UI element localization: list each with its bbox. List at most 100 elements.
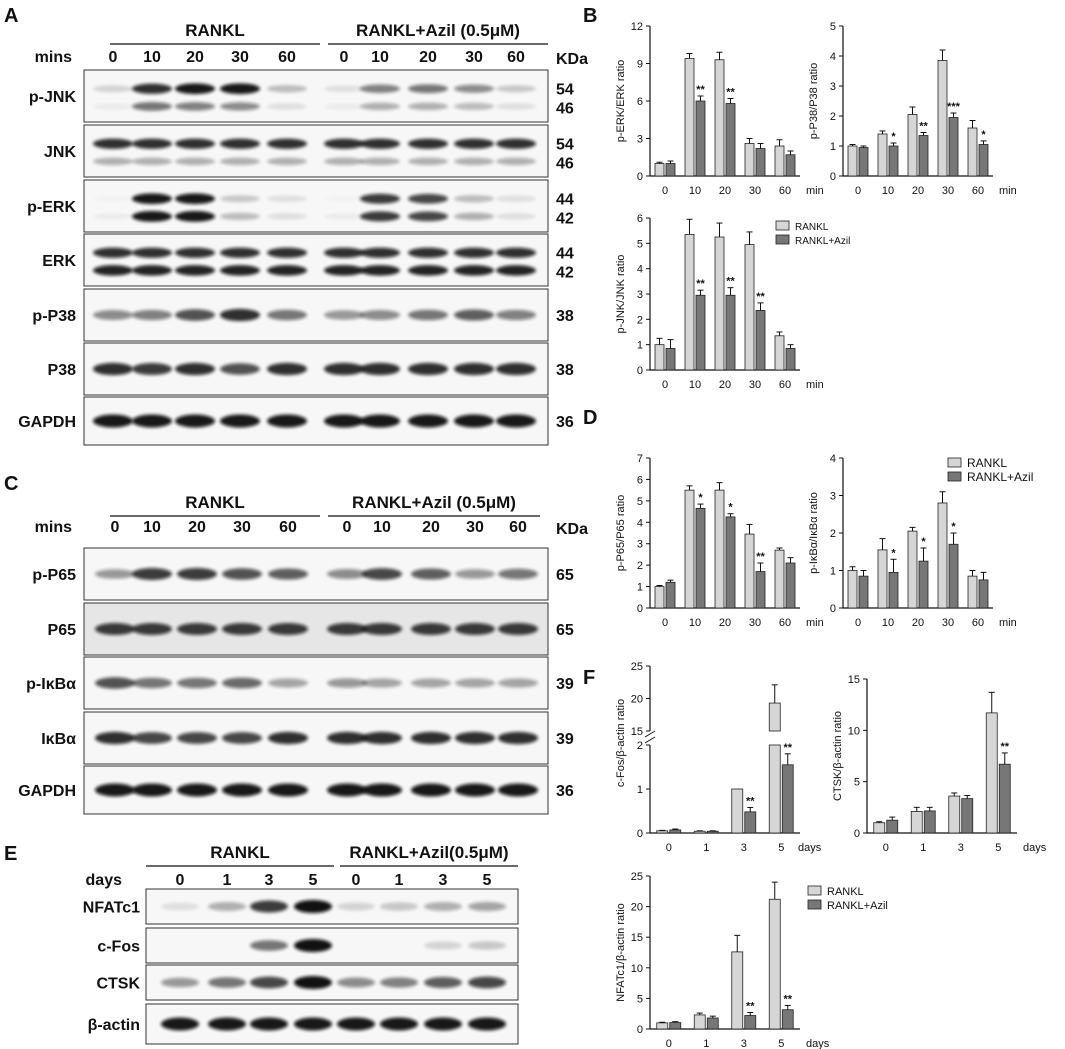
blot-band — [454, 362, 494, 376]
kda-marker: 65 — [556, 567, 574, 584]
blot-band — [408, 309, 448, 321]
bar-azil — [888, 145, 899, 177]
x-tick-label: 20 — [912, 185, 924, 197]
blot-band — [132, 623, 172, 635]
blot-band — [455, 569, 495, 579]
bar-azil — [755, 148, 766, 177]
blot-band — [294, 975, 332, 990]
bar-rankl — [847, 145, 858, 177]
significance-mark: * — [891, 547, 896, 559]
blot-band — [408, 211, 448, 222]
bar-rankl — [744, 533, 755, 609]
blot-band — [408, 414, 448, 428]
x-tick-label: 5 — [778, 842, 784, 854]
significance-mark: * — [728, 502, 733, 514]
bar-azil — [785, 348, 796, 371]
x-tick-label: 10 — [882, 617, 894, 629]
significance-mark: * — [698, 492, 703, 504]
blot-band — [327, 678, 367, 688]
y-axis-label: CTSK/β-actin ratio — [832, 711, 844, 801]
blot-band — [175, 102, 215, 111]
blot-band — [468, 941, 506, 950]
blot-band — [408, 265, 448, 276]
lane-label: 0 — [111, 519, 120, 536]
kda-label: KDa — [556, 51, 588, 68]
blot-band — [175, 211, 215, 222]
x-tick-label: 30 — [749, 617, 761, 629]
bar-azil — [781, 764, 794, 834]
bar-azil — [978, 144, 989, 177]
y-tick-label: 25 — [631, 661, 643, 673]
blot-band — [220, 308, 260, 322]
legend-swatch-rankl — [807, 885, 822, 896]
lane-label: 0 — [343, 519, 352, 536]
bar-rankl — [910, 811, 923, 834]
blot-band — [250, 900, 288, 913]
blot-band — [498, 678, 538, 688]
blot-band — [132, 363, 172, 375]
bar-rankl — [967, 575, 978, 609]
blot-band — [222, 783, 262, 797]
blot-band — [175, 309, 215, 321]
blot-band — [220, 414, 260, 428]
blot-band — [327, 731, 367, 745]
blot-band — [93, 196, 133, 202]
lane-label: 30 — [231, 49, 249, 66]
legend-label-azil: RANKL+Azil — [967, 470, 1033, 484]
blot-band — [496, 309, 536, 321]
blot-band — [161, 1017, 199, 1031]
legend-swatch-azil — [947, 471, 962, 482]
lane-label: 5 — [309, 872, 318, 889]
group-label-azil: RANKL+Azil (0.5μM) — [356, 21, 520, 40]
blot-frame — [83, 179, 549, 233]
x-tick-label: 10 — [689, 185, 701, 197]
x-unit-label: days — [806, 1038, 830, 1049]
bar-azil — [695, 507, 706, 609]
panel-letter-d: D — [583, 407, 597, 429]
bar-rankl — [654, 586, 665, 609]
bar-azil — [695, 100, 706, 177]
x-tick-label: 1 — [703, 842, 709, 854]
blot-band — [380, 977, 418, 988]
bar-azil — [785, 154, 796, 177]
kda-marker: 38 — [556, 362, 574, 379]
bar-rankl — [948, 795, 961, 834]
bar-azil — [695, 294, 706, 371]
blot-band — [454, 84, 494, 93]
blot-band — [93, 265, 133, 276]
blot-band — [222, 568, 262, 580]
bar-rankl — [744, 244, 755, 371]
blot-band — [208, 977, 246, 988]
y-tick-label: 15 — [631, 932, 643, 944]
blot-band — [220, 212, 260, 221]
blot-band — [132, 138, 172, 149]
chart-pp65: 0 1 2 3 4 5 6 7 p-P65/P65 ratio 0 10 * 20 * 30 ** 60 min — [615, 453, 824, 629]
kda-marker: 46 — [556, 100, 574, 117]
blot-band — [220, 102, 260, 111]
blot-band — [324, 362, 364, 376]
blot-band — [468, 976, 506, 989]
y-tick-label: 0 — [637, 365, 643, 377]
blot-band — [177, 783, 217, 797]
blot-band — [132, 247, 172, 258]
significance-mark: ** — [919, 121, 928, 133]
bar-azil — [978, 579, 989, 609]
blot-band — [454, 157, 494, 166]
blot-band — [468, 901, 506, 912]
kda-marker: 42 — [556, 210, 574, 227]
blot-label: IκBα — [41, 731, 76, 748]
x-tick-label: 5 — [995, 842, 1001, 854]
y-tick-label: 2 — [637, 740, 643, 752]
significance-mark: ** — [696, 278, 705, 290]
bar-rankl — [907, 530, 918, 609]
blot-band — [380, 902, 418, 911]
bar-rankl — [731, 788, 744, 834]
lane-label: 30 — [233, 519, 251, 536]
blot-band — [454, 309, 494, 321]
blot-band — [220, 157, 260, 166]
x-tick-label: 60 — [779, 617, 791, 629]
kda-marker: 65 — [556, 622, 574, 639]
lane-row-label: mins — [35, 49, 72, 66]
x-tick-label: 3 — [741, 1038, 747, 1049]
y-tick-label: 6 — [637, 474, 643, 486]
